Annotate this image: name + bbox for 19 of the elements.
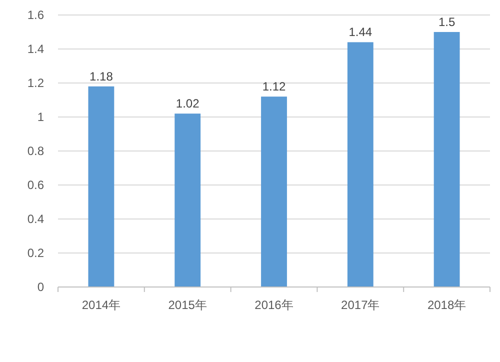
y-tick-label: 0.4	[27, 212, 44, 226]
y-tick-label: 1.4	[27, 42, 44, 56]
x-tick-label: 2018年	[427, 298, 466, 312]
y-tick-label: 0.2	[27, 246, 44, 260]
x-tick-label: 2015年	[168, 298, 207, 312]
data-label: 1.02	[176, 96, 200, 111]
x-tick-label: 2017年	[341, 298, 380, 312]
y-tick-label: 1	[37, 110, 44, 124]
y-tick-label: 0	[37, 280, 44, 294]
data-label: 1.12	[262, 80, 286, 94]
data-label: 1.44	[348, 25, 372, 40]
y-tick-label: 0.6	[27, 178, 44, 192]
y-tick-label: 1.2	[27, 76, 44, 90]
data-label: 1.5	[438, 15, 456, 29]
y-tick-label: 1.6	[27, 8, 44, 22]
x-tick-label: 2016年	[254, 298, 294, 312]
data-label: 1.18	[90, 69, 114, 84]
y-tick-label: 0.8	[27, 144, 44, 158]
x-tick-label: 2014年	[82, 298, 121, 312]
